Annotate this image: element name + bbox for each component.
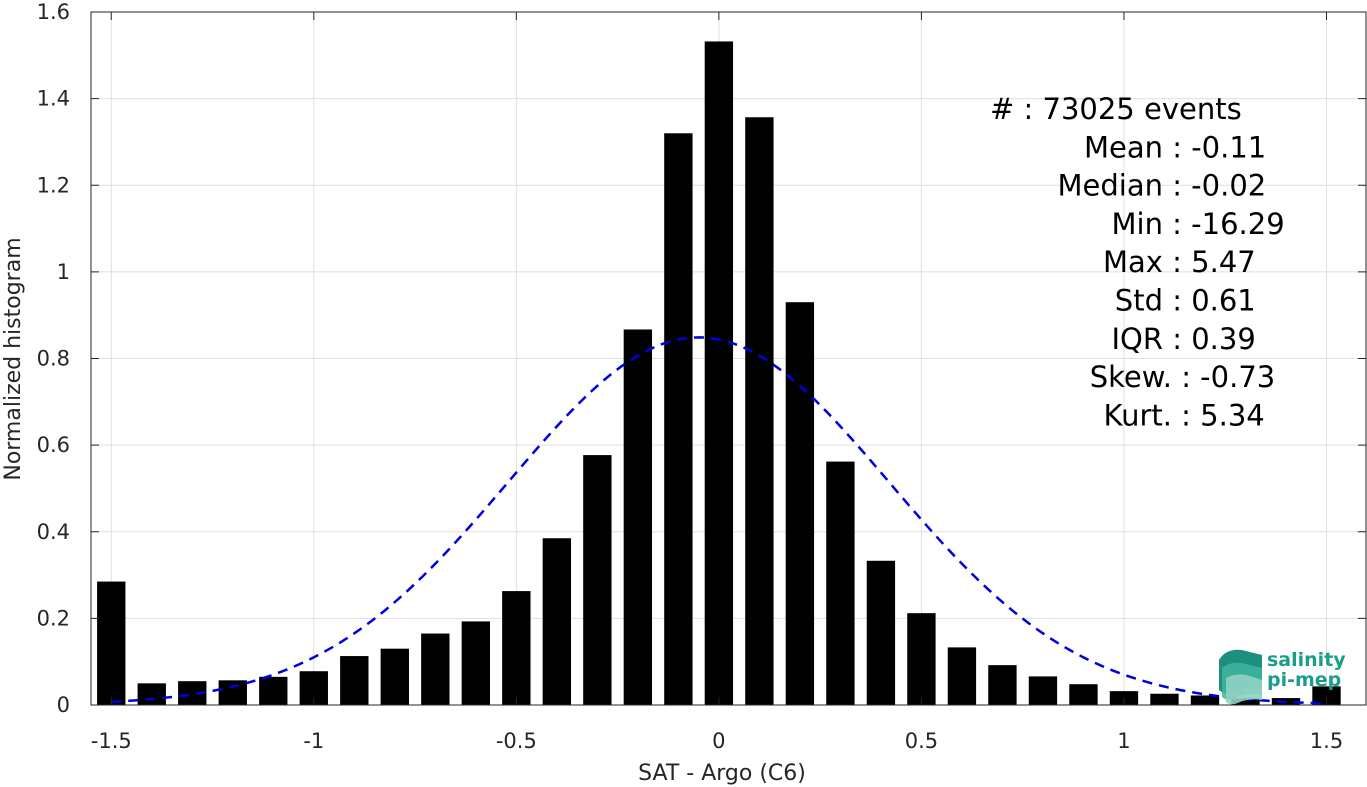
x-tick-label: 0 <box>712 729 725 753</box>
histogram-bar <box>907 613 936 705</box>
histogram-bar <box>97 581 126 705</box>
histogram-bar <box>704 41 734 705</box>
histogram-bar <box>421 633 450 705</box>
histogram-bar <box>178 681 207 705</box>
histogram-bar <box>947 647 977 705</box>
stat-annotation: Std : 0.61 <box>1115 284 1256 318</box>
y-tick-label: 0.4 <box>37 520 70 544</box>
gaussian-fit-curve <box>111 336 1327 705</box>
x-tick-label: 0.5 <box>905 729 938 753</box>
x-tick-label: 1 <box>1117 729 1130 753</box>
stat-annotation: Skew. : -0.73 <box>1090 360 1276 394</box>
histogram-bar <box>1150 693 1179 705</box>
y-tick-label: 0.2 <box>37 606 70 630</box>
y-tick-label: 1.4 <box>37 87 70 111</box>
axes <box>90 11 1367 706</box>
stat-annotation: Mean : -0.11 <box>1084 130 1266 164</box>
y-tick-label: 1.2 <box>37 173 70 197</box>
histogram-bar <box>1028 676 1058 705</box>
histogram-bar <box>218 680 247 705</box>
x-tick-label: -0.5 <box>496 729 537 753</box>
y-tick-label: 1.6 <box>37 0 70 24</box>
histogram-bar <box>380 648 409 705</box>
statistics-annotations: # : 73025 events Mean : -0.11 Median : -0.… <box>990 92 1285 432</box>
wave-logo-icon <box>1219 649 1262 705</box>
histogram-bar <box>826 461 855 705</box>
histogram-bar <box>745 117 774 705</box>
histogram-bar <box>866 560 896 705</box>
histogram-bar <box>1312 686 1341 705</box>
histogram-bar <box>785 302 815 705</box>
stat-annotation: Median : -0.02 <box>1058 169 1267 203</box>
histogram-bar <box>461 621 491 705</box>
logo-text-pi-mep: pi-mep <box>1267 669 1341 691</box>
y-tick-label: 0.8 <box>37 347 70 371</box>
gaussian-fit <box>111 336 1327 705</box>
histogram-bar <box>988 665 1017 705</box>
histogram-bar <box>1231 698 1260 705</box>
salinity-pi-mep-logo: salinity pi-mep <box>1219 649 1346 705</box>
x-tick-label: -1 <box>303 729 324 753</box>
y-axis-label: Normalized histogram <box>1 237 26 480</box>
histogram-bar <box>583 455 612 705</box>
y-tick-label: 1 <box>57 260 70 284</box>
histogram-bar <box>340 656 369 705</box>
x-axis-label: SAT - Argo (C6) <box>638 761 806 786</box>
stat-annotation: IQR : 0.39 <box>1112 322 1256 356</box>
stat-annotation: Kurt. : 5.34 <box>1104 398 1265 432</box>
histogram-bar <box>1069 684 1098 705</box>
histogram-bar <box>259 676 288 705</box>
histogram-bar <box>623 329 653 705</box>
histogram-bar <box>502 591 531 705</box>
tick-labels: -1.5 -1 -0.5 0 0.5 1 1.5 0 0.2 0.4 0.6 0.8 1 1.2 1.4 1.… <box>37 0 1344 753</box>
histogram-bar <box>1190 695 1220 705</box>
x-tick-label: 1.5 <box>1310 729 1343 753</box>
y-tick-label: 0 <box>57 693 70 717</box>
stat-annotation: # : 73025 events <box>990 92 1242 126</box>
x-tick-label: -1.5 <box>91 729 132 753</box>
histogram-bar <box>137 683 166 705</box>
histogram-bars <box>97 41 1341 705</box>
histogram-bar <box>664 133 693 705</box>
stat-annotation: Min : -16.29 <box>1112 207 1285 241</box>
stat-annotation: Max : 5.47 <box>1103 245 1256 279</box>
histogram-bar <box>542 538 572 705</box>
y-tick-label: 0.6 <box>37 433 70 457</box>
logo-text-salinity: salinity <box>1267 649 1346 671</box>
